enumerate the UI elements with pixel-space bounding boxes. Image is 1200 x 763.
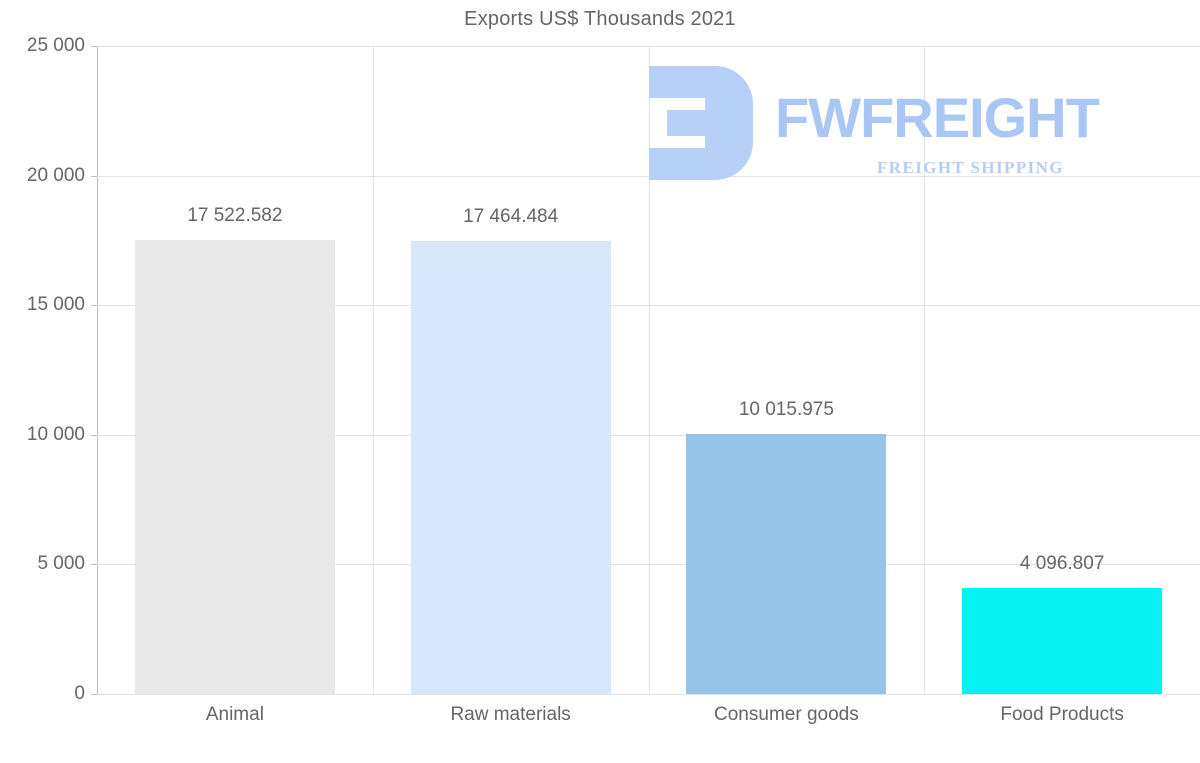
- x-axis-label: Raw materials: [450, 704, 571, 725]
- gridline: [97, 434, 1200, 436]
- chart-title: Exports US$ Thousands 2021: [464, 8, 736, 30]
- y-axis-tick: [91, 434, 97, 436]
- bar[interactable]: [134, 239, 335, 694]
- y-axis-tick: [91, 564, 97, 566]
- category-separator: [373, 46, 374, 694]
- y-axis-tick: [91, 46, 97, 47]
- y-axis-label: 10 000: [26, 423, 85, 445]
- category-separator: [649, 46, 650, 694]
- gridline: [97, 694, 1200, 695]
- bar-value-label: 17 464.484: [463, 206, 559, 228]
- plot-area: 17 522.582 17 464.484 10 015.975 4 096.807 …: [91, 46, 1200, 725]
- y-axis-label: 15 000: [26, 294, 85, 316]
- y-axis-tick: [91, 305, 97, 307]
- bar[interactable]: [410, 241, 611, 694]
- y-axis-label: 5 000: [37, 553, 85, 575]
- y-axis-tick: [91, 175, 97, 177]
- y-axis-label: 0: [74, 683, 85, 704]
- x-axis-label: Animal: [205, 704, 264, 725]
- gridline: [97, 46, 1200, 47]
- y-axis-line: [97, 46, 98, 694]
- x-axis-label: Consumer goods: [714, 704, 859, 725]
- category-separator: [924, 46, 925, 694]
- y-axis-label: 20 000: [26, 164, 85, 186]
- bar-value-label: 4 096.807: [1019, 552, 1105, 574]
- y-axis-label: 25 000: [26, 35, 85, 56]
- bar-value-label: 10 015.975: [738, 399, 834, 421]
- y-axis-tick: [91, 694, 97, 695]
- gridline: [97, 305, 1200, 307]
- bar[interactable]: [686, 434, 887, 694]
- bar-value-label: 17 522.582: [187, 204, 283, 226]
- gridline: [97, 175, 1200, 177]
- x-axis-label: Food Products: [1000, 704, 1124, 725]
- gridline: [97, 564, 1200, 566]
- bar[interactable]: [962, 587, 1163, 694]
